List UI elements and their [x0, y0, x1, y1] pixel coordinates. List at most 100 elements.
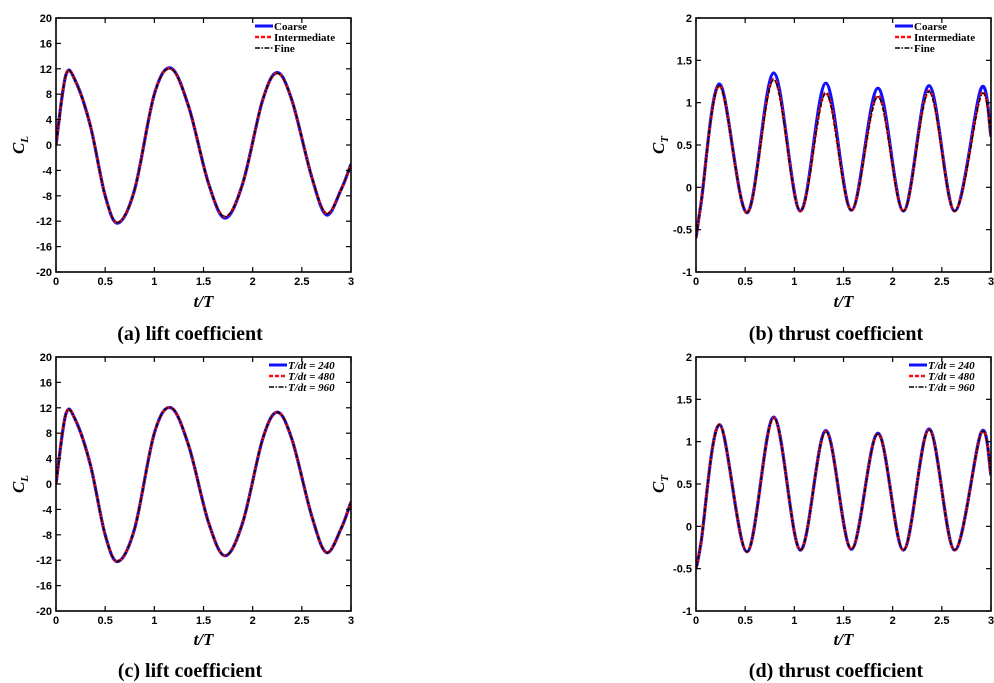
y-tick-label: 8	[46, 428, 52, 440]
panel-d: 0 0.5 1 1.5 2 2.5 3 -1 -0.5 0 0.5 1 1.5 2 t/T CT T/dt = …	[649, 352, 994, 682]
x-tick-label: 2.5	[934, 276, 949, 288]
y-axis-label-subscript: T	[659, 135, 671, 143]
y-tick-label: -20	[36, 606, 52, 618]
y-tick-label: -0.5	[673, 564, 692, 576]
legend-label-2: T/dt = 480	[928, 371, 975, 383]
series-group	[56, 405, 351, 564]
series-line-3	[56, 67, 351, 224]
y-tick-label: -0.5	[673, 225, 692, 237]
x-tick-label: 0.5	[738, 615, 753, 627]
series-line-1	[56, 405, 351, 564]
x-tick-label: 2	[250, 276, 256, 288]
legend-label-1: Coarse	[914, 21, 947, 33]
y-tick-label: 16	[40, 377, 52, 389]
y-tick-label: 0	[46, 479, 52, 491]
legend-label-2: Intermediate	[274, 32, 335, 44]
legend-label-3: Fine	[914, 43, 935, 55]
panel-b: 0 0.5 1 1.5 2 2.5 3 -1 -0.5 0 0.5 1 1.5 2 t/T CT CoarseI…	[649, 13, 994, 345]
x-tick-label: 3	[988, 615, 994, 627]
x-tick-label: 0	[53, 615, 59, 627]
legend-label-3: T/dt = 960	[928, 382, 975, 394]
x-axis-label: t/T	[834, 630, 854, 649]
x-tick-label: 2	[890, 276, 896, 288]
y-tick-label: 0	[686, 182, 692, 194]
legend-label-1: T/dt = 240	[928, 360, 975, 372]
y-tick-label: -4	[42, 165, 53, 177]
y-tick-label: 1	[686, 437, 692, 449]
x-tick-label: 1.5	[196, 276, 211, 288]
y-tick-label: -1	[682, 267, 692, 279]
x-tick-label: 3	[988, 276, 994, 288]
series-line-2	[696, 416, 991, 569]
panel-caption: (a) lift coefficient	[117, 323, 263, 345]
series-line-2	[56, 67, 351, 224]
series-group	[56, 66, 351, 225]
x-tick-label: 2.5	[294, 276, 309, 288]
y-tick-label: 0.5	[677, 479, 692, 491]
plot-frame	[55, 17, 352, 273]
series-line-1	[56, 66, 351, 225]
panel-caption: (d) thrust coefficient	[749, 660, 924, 682]
y-axis-label: CT	[649, 474, 671, 493]
x-axis-label: t/T	[194, 630, 214, 649]
y-tick-label: 2	[686, 352, 692, 364]
y-tick-label: 0	[46, 140, 52, 152]
x-tick-label: 2	[250, 615, 256, 627]
y-tick-label: -12	[36, 216, 52, 228]
y-tick-label: 1	[686, 98, 692, 110]
x-tick-label: 1	[151, 615, 157, 627]
x-tick-label: 3	[348, 615, 354, 627]
y-axis-label-subscript: T	[659, 474, 671, 482]
y-axis-label-main: C	[649, 481, 668, 493]
x-tick-label: 1.5	[836, 276, 851, 288]
y-tick-label: 0.5	[677, 140, 692, 152]
y-tick-label: 4	[46, 454, 53, 466]
series-line-1	[696, 71, 991, 239]
series-group	[696, 415, 991, 569]
series-group	[696, 71, 991, 239]
x-tick-label: 0.5	[738, 276, 753, 288]
y-tick-label: 12	[40, 403, 52, 415]
x-tick-label: 0	[693, 276, 699, 288]
y-tick-label: -8	[42, 191, 52, 203]
y-tick-label: 1.5	[677, 55, 692, 67]
legend-label-3: T/dt = 960	[288, 382, 335, 394]
legend-label-1: T/dt = 240	[288, 360, 335, 372]
series-line-3	[696, 417, 991, 569]
y-tick-label: -12	[36, 555, 52, 567]
y-tick-label: -8	[42, 530, 52, 542]
x-tick-label: 1	[791, 276, 797, 288]
x-tick-label: 2.5	[934, 615, 949, 627]
y-axis-label: CL	[9, 136, 31, 154]
y-tick-label: 16	[40, 38, 52, 50]
x-tick-label: 0	[53, 276, 59, 288]
x-axis-label: t/T	[194, 292, 214, 311]
x-tick-label: 1.5	[196, 615, 211, 627]
series-line-2	[696, 77, 991, 239]
x-tick-label: 3	[348, 276, 354, 288]
legend-label-2: Intermediate	[914, 32, 975, 44]
series-line-1	[696, 415, 991, 569]
y-tick-label: -1	[682, 606, 692, 618]
y-axis-label-subscript: L	[19, 136, 31, 144]
y-axis-label-main: C	[9, 142, 28, 154]
x-tick-label: 0.5	[98, 276, 113, 288]
x-tick-label: 0	[693, 615, 699, 627]
y-tick-label: 20	[40, 352, 52, 364]
panel-caption: (b) thrust coefficient	[749, 323, 924, 345]
y-axis-label-main: C	[9, 481, 28, 493]
y-tick-label: 20	[40, 13, 52, 25]
y-tick-label: 1.5	[677, 394, 692, 406]
x-tick-label: 1	[151, 276, 157, 288]
y-tick-label: 12	[40, 64, 52, 76]
y-tick-label: -20	[36, 267, 52, 279]
y-axis-label: CL	[9, 475, 31, 493]
y-tick-label: -16	[36, 581, 52, 593]
y-tick-label: -4	[42, 504, 53, 516]
panel-a: 0 0.5 1 1.5 2 2.5 3 -20 -16 -12 -8 -4 0 4 8 12 16 20 t/T CL…	[9, 13, 354, 345]
